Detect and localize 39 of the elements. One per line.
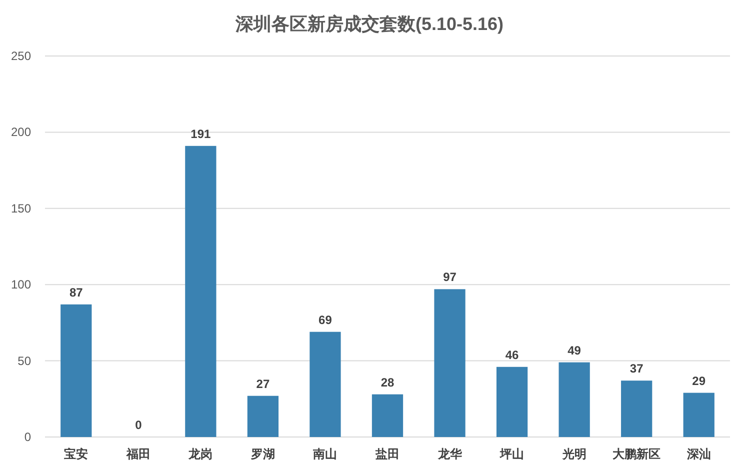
- x-tick-label: 盐田: [374, 447, 400, 461]
- chart-title: 深圳各区新房成交套数(5.10-5.16): [234, 14, 504, 34]
- y-tick-label: 50: [18, 354, 32, 368]
- x-tick-label: 宝安: [64, 447, 88, 461]
- x-tick-label: 光明: [561, 447, 586, 461]
- data-label: 27: [256, 376, 270, 391]
- x-tick-label: 深汕: [686, 447, 711, 461]
- x-tick-label: 南山: [312, 447, 338, 461]
- data-label: 29: [692, 374, 706, 388]
- data-label: 49: [568, 343, 582, 358]
- y-tick-label: 100: [10, 278, 32, 292]
- bar: [683, 392, 714, 437]
- data-label: 87: [69, 285, 84, 300]
- x-tick-label: 大鹏新区: [612, 447, 661, 461]
- x-tick-label: 罗湖: [250, 447, 275, 461]
- bar: [185, 146, 216, 437]
- bar: [372, 394, 404, 437]
- data-label: 46: [505, 348, 520, 362]
- data-label: 69: [318, 312, 332, 327]
- y-tick-label: 150: [10, 201, 32, 216]
- bar: [434, 289, 466, 437]
- bar: [60, 304, 92, 437]
- bar: [558, 362, 590, 437]
- bar: [621, 380, 652, 437]
- data-label: 97: [443, 270, 457, 284]
- data-label: 191: [190, 126, 212, 141]
- x-tick-label: 龙岗: [188, 447, 213, 461]
- bar: [496, 366, 528, 437]
- data-label: 28: [380, 375, 394, 390]
- y-tick-label: 250: [10, 49, 32, 63]
- data-label: 37: [630, 362, 644, 376]
- y-tick-label: 0: [24, 430, 32, 444]
- bar: [247, 396, 279, 437]
- y-tick-label: 200: [10, 125, 32, 140]
- x-tick-label: 龙华: [436, 447, 463, 461]
- bar: [310, 332, 341, 437]
- data-label: 0: [135, 418, 142, 432]
- x-tick-label: 坪山: [499, 447, 524, 461]
- x-tick-label: 福田: [125, 447, 150, 461]
